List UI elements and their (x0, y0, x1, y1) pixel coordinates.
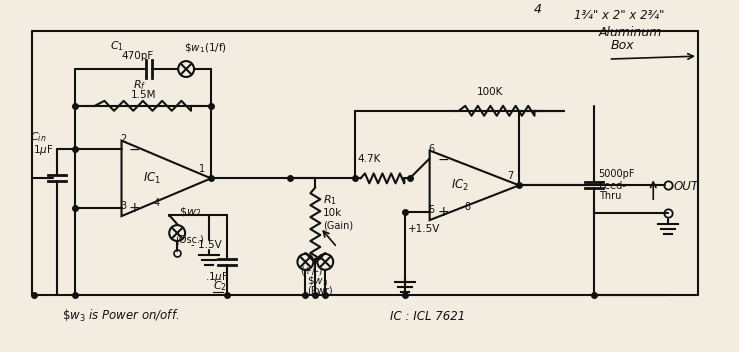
Text: 4: 4 (534, 4, 542, 17)
Text: (Pwr): (Pwr) (307, 286, 333, 296)
Text: (+/-): (+/-) (301, 266, 323, 276)
Text: Thru: Thru (599, 191, 621, 201)
Text: $-$: $-$ (129, 142, 140, 156)
Text: 8: 8 (464, 202, 471, 212)
Text: Box: Box (610, 39, 634, 52)
Text: 7: 7 (507, 171, 514, 181)
Text: 470pF: 470pF (121, 51, 154, 61)
Text: 10k: 10k (323, 208, 343, 218)
Text: Feed-: Feed- (599, 181, 625, 191)
Text: 4: 4 (153, 198, 160, 208)
Text: $-$: $-$ (437, 151, 449, 165)
Text: Aluminum: Aluminum (599, 26, 662, 39)
Text: 2: 2 (120, 134, 127, 144)
Text: +1.5V: +1.5V (408, 224, 440, 234)
Text: (Gain): (Gain) (323, 220, 353, 230)
Text: OUT: OUT (673, 180, 698, 193)
Text: 3: 3 (120, 201, 126, 211)
Text: 1¾" x 2" x 2¾": 1¾" x 2" x 2¾" (573, 10, 664, 22)
Text: $+$: $+$ (437, 205, 449, 219)
Text: 1.5M: 1.5M (131, 90, 157, 100)
Text: 6: 6 (429, 144, 435, 153)
Text: 1: 1 (199, 164, 205, 174)
Text: (Osc.): (Osc.) (175, 235, 204, 245)
Text: .1$\mu$F: .1$\mu$F (30, 143, 54, 157)
Text: R$_f$: R$_f$ (133, 78, 146, 92)
Text: 4.7K: 4.7K (357, 155, 381, 164)
Text: R$_1$: R$_1$ (323, 193, 337, 207)
Text: 100K: 100K (477, 87, 503, 97)
Text: $\mathit{\$w_3}$ is Power on/off.: $\mathit{\$w_3}$ is Power on/off. (62, 308, 180, 323)
Text: IC$_2$: IC$_2$ (452, 178, 470, 193)
Text: $\mathit{\$w_1}$(1/f): $\mathit{\$w_1}$(1/f) (184, 41, 227, 55)
Text: - 1.5V: - 1.5V (191, 240, 222, 250)
Text: 5000pF: 5000pF (599, 169, 635, 180)
Text: $\mathit{\$w_2}$: $\mathit{\$w_2}$ (179, 205, 202, 219)
Text: $+$: $+$ (129, 201, 140, 215)
Text: IC : ICL 7621: IC : ICL 7621 (390, 309, 465, 322)
Text: C$_{in}$: C$_{in}$ (30, 131, 47, 144)
Text: $\mathit{\$w_3}$: $\mathit{\$w_3}$ (307, 274, 329, 288)
Text: C$_1$: C$_1$ (109, 39, 123, 53)
Text: 5: 5 (429, 205, 435, 215)
Text: IC$_1$: IC$_1$ (143, 171, 162, 187)
Text: .1$\mu$F: .1$\mu$F (205, 270, 229, 284)
Text: C$_2$: C$_2$ (213, 280, 227, 294)
